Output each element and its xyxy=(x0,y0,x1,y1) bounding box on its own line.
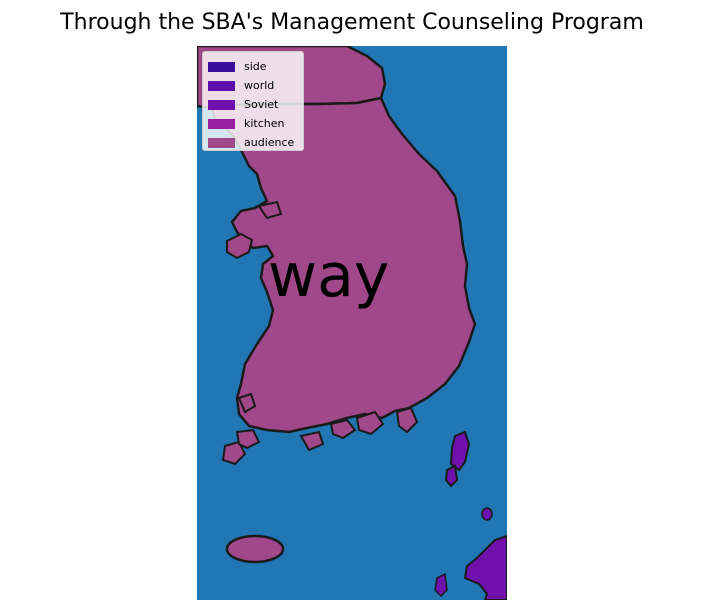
region-southeast-partial xyxy=(463,534,507,600)
island-sw-1 xyxy=(221,440,247,466)
legend-item-kitchen: kitchen xyxy=(208,114,303,133)
map-title: Through the SBA's Management Counseling … xyxy=(60,10,644,35)
island-south-large xyxy=(225,534,285,564)
island-sw-3 xyxy=(299,430,325,452)
legend-label: world xyxy=(244,79,275,92)
legend-swatch xyxy=(208,137,235,148)
legend-swatch xyxy=(208,80,235,91)
island-sw-6 xyxy=(395,406,419,434)
legend-label: audience xyxy=(244,136,295,149)
island-east-1 xyxy=(449,430,471,472)
island-sw-4 xyxy=(329,418,357,440)
island-west-3 xyxy=(237,392,257,414)
legend-label: Soviet xyxy=(244,98,279,111)
legend-item-soviet: Soviet xyxy=(208,95,303,114)
legend-swatch xyxy=(208,61,235,72)
legend-label: side xyxy=(244,60,267,73)
region-south-mainland xyxy=(210,96,477,434)
region-label: way xyxy=(268,241,390,311)
map-legend: side world Soviet kitchen audience xyxy=(202,51,304,151)
map-svg xyxy=(197,46,507,600)
legend-swatch xyxy=(208,99,235,110)
legend-label: kitchen xyxy=(244,117,285,130)
island-west-1 xyxy=(226,232,254,260)
islet-1 xyxy=(481,507,493,521)
island-sw-5 xyxy=(355,410,385,436)
map-canvas[interactable] xyxy=(197,46,507,600)
island-east-2 xyxy=(444,464,459,488)
island-west-2 xyxy=(257,200,283,220)
island-sw-2 xyxy=(235,428,261,450)
legend-item-world: world xyxy=(208,76,303,95)
legend-swatch xyxy=(208,118,235,129)
islet-2 xyxy=(434,572,448,598)
legend-item-side: side xyxy=(208,57,303,76)
legend-item-audience: audience xyxy=(208,133,303,152)
